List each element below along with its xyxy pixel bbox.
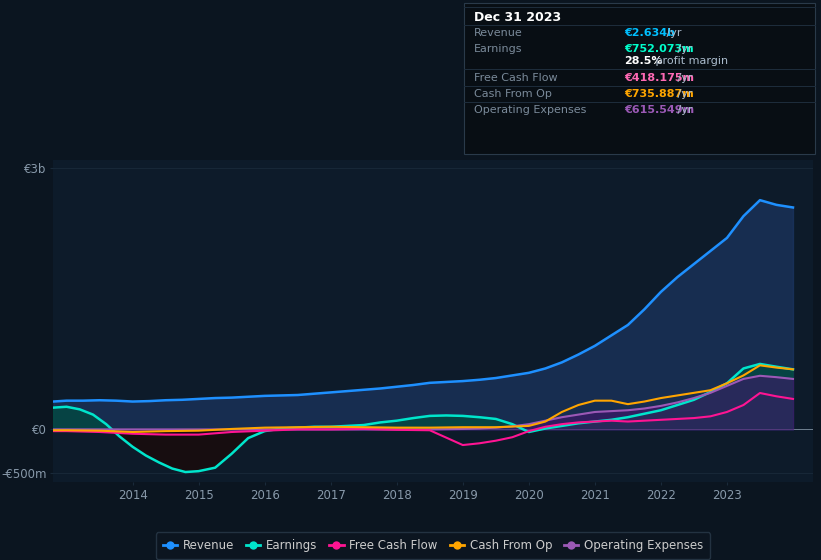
Text: Dec 31 2023: Dec 31 2023	[474, 11, 561, 24]
Legend: Revenue, Earnings, Free Cash Flow, Cash From Op, Operating Expenses: Revenue, Earnings, Free Cash Flow, Cash …	[156, 532, 710, 559]
Text: /yr: /yr	[674, 44, 693, 54]
Text: /yr: /yr	[674, 105, 693, 115]
Text: €615.549m: €615.549m	[624, 105, 694, 115]
Text: €752.073m: €752.073m	[624, 44, 694, 54]
Text: €418.175m: €418.175m	[624, 73, 694, 83]
Text: /yr: /yr	[663, 29, 681, 39]
Text: Earnings: Earnings	[474, 44, 522, 54]
Text: Operating Expenses: Operating Expenses	[474, 105, 586, 115]
Text: €735.887m: €735.887m	[624, 89, 694, 99]
Text: /yr: /yr	[674, 73, 693, 83]
Text: profit margin: profit margin	[652, 56, 728, 66]
Text: Free Cash Flow: Free Cash Flow	[474, 73, 557, 83]
Text: /yr: /yr	[674, 89, 693, 99]
Text: Revenue: Revenue	[474, 29, 522, 39]
Text: €2.634b: €2.634b	[624, 29, 675, 39]
Text: Cash From Op: Cash From Op	[474, 89, 552, 99]
Text: 28.5%: 28.5%	[624, 56, 663, 66]
